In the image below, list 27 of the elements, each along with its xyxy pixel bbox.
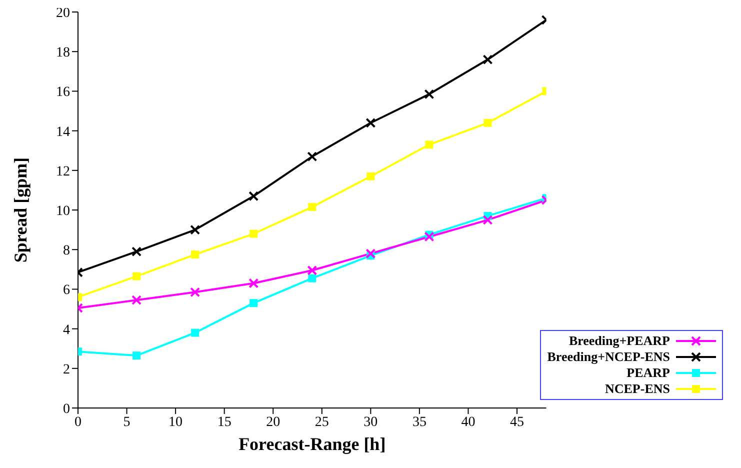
x-tick-label: 0 bbox=[74, 414, 82, 430]
y-tick-label: 8 bbox=[63, 244, 70, 259]
x-tick-label: 30 bbox=[364, 414, 378, 430]
y-tick-label: 0 bbox=[63, 402, 70, 417]
x-tick-label: 45 bbox=[510, 414, 524, 430]
x-axis-title: Forecast-Range [h] bbox=[238, 434, 386, 454]
x-tick-label: 40 bbox=[461, 414, 476, 430]
y-tick-label: 10 bbox=[56, 204, 70, 219]
y-axis-title: Spread [gpm] bbox=[10, 157, 30, 263]
y-tick-label: 2 bbox=[63, 362, 70, 378]
y-tick-label: 20 bbox=[56, 6, 70, 21]
y-tick-label: 4 bbox=[63, 322, 70, 338]
legend-label: PEARP bbox=[626, 365, 670, 381]
x-tick-label: 25 bbox=[314, 414, 329, 430]
y-tick-label: 14 bbox=[56, 124, 70, 140]
x-tick-label: 20 bbox=[266, 414, 280, 430]
legend-label: Breeding+NCEP-ENS bbox=[547, 349, 670, 365]
legend-label: Breeding+PEARP bbox=[568, 333, 670, 349]
x-tick-label: 15 bbox=[217, 414, 232, 430]
y-tick-label: 12 bbox=[56, 164, 70, 180]
y-tick-label: 16 bbox=[56, 85, 70, 100]
x-tick-label: 5 bbox=[123, 414, 130, 430]
x-tick-label: 35 bbox=[412, 414, 426, 430]
y-tick-label: 18 bbox=[56, 46, 70, 61]
x-tick-label: 10 bbox=[168, 414, 183, 430]
legend-label: NCEP-ENS bbox=[604, 381, 670, 397]
y-tick-label: 6 bbox=[63, 283, 70, 298]
